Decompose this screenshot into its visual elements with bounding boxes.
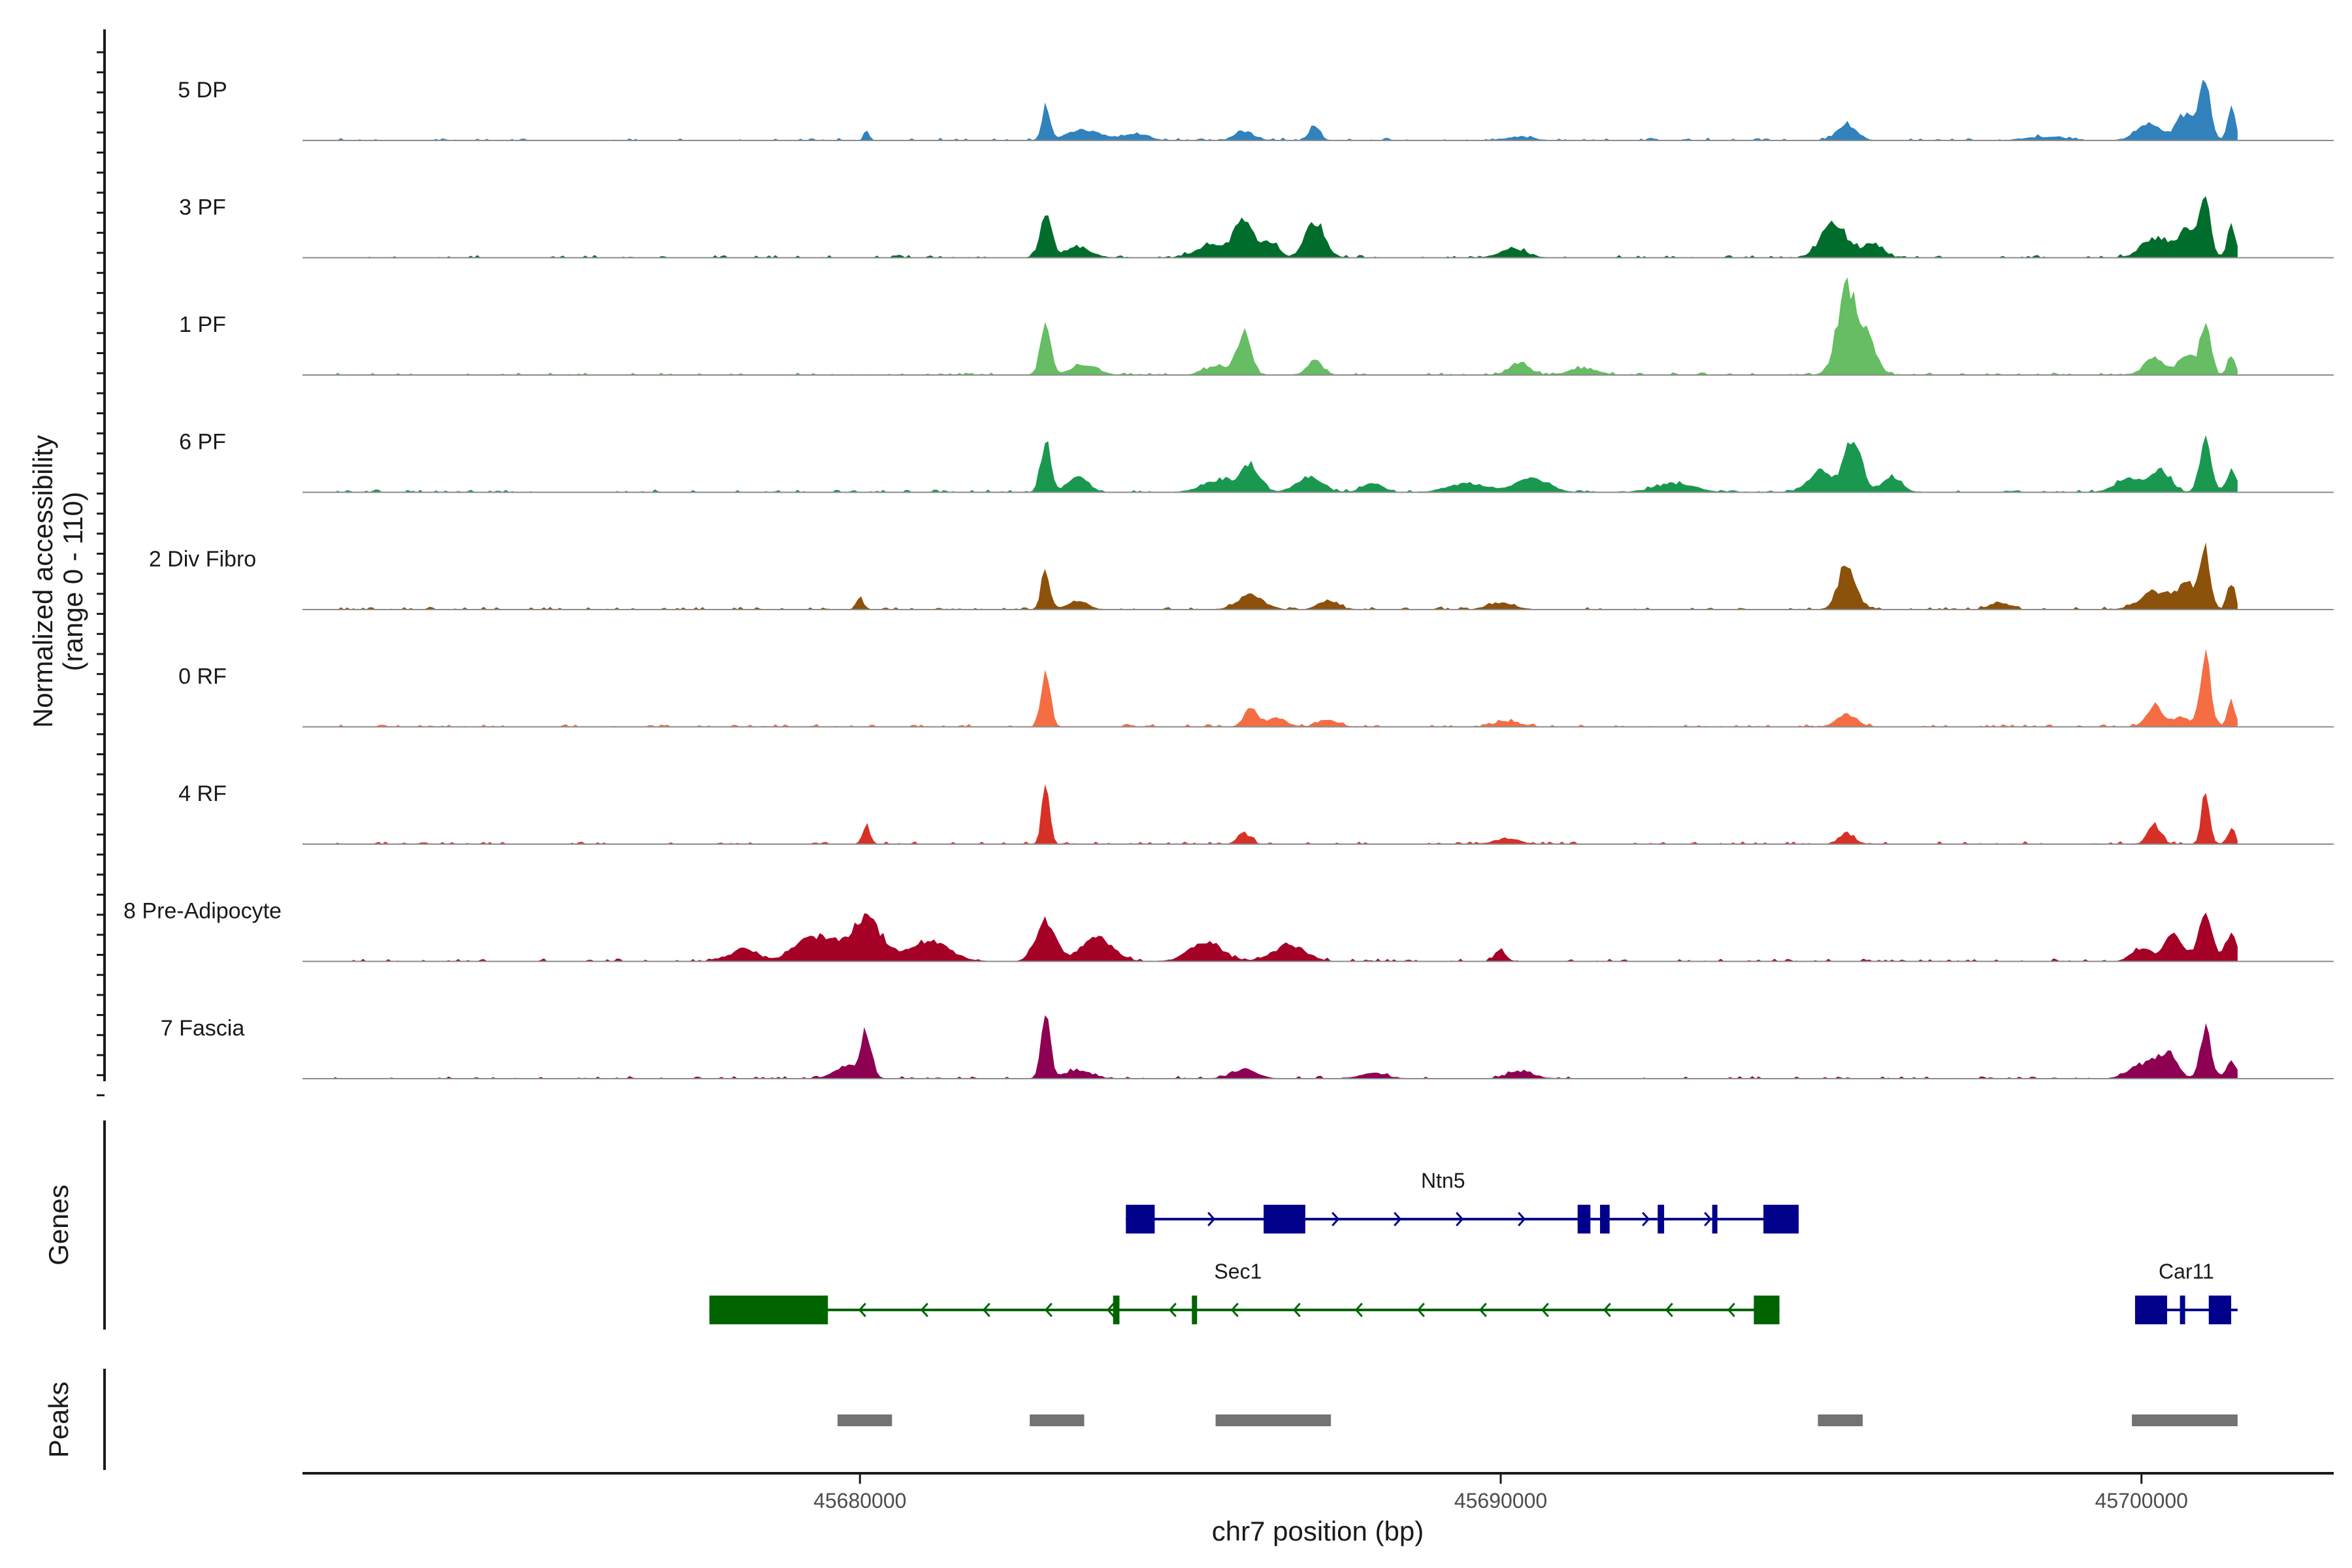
- coverage-area: [335, 277, 2238, 375]
- strand-arrow: [1665, 1302, 1673, 1318]
- track-label: 7 Fascia: [161, 1016, 245, 1041]
- strand-arrow: [1642, 1211, 1650, 1227]
- coverage-area: [335, 196, 2238, 258]
- track-8-pre-adipocyte: 8 Pre-Adipocyte: [123, 899, 2334, 962]
- gene-exon: [1192, 1296, 1198, 1324]
- strand-arrow: [1603, 1302, 1611, 1318]
- track-label: 5 DP: [178, 78, 227, 103]
- peak-regions: [837, 1414, 2238, 1426]
- gene-car11: Car11: [2134, 1260, 2238, 1324]
- coverage-area: [335, 784, 2238, 844]
- strand-arrow: [1230, 1302, 1239, 1318]
- strand-arrow: [1168, 1302, 1177, 1318]
- strand-arrow: [1106, 1302, 1115, 1318]
- coverage-area: [335, 649, 2238, 727]
- strand-arrow: [1727, 1302, 1735, 1318]
- gene-exon: [1754, 1296, 1780, 1324]
- strand-arrow: [1331, 1211, 1340, 1227]
- track-label: 2 Div Fibro: [149, 547, 256, 572]
- track-4-rf: 4 RF: [178, 781, 2334, 845]
- strand-arrow: [1292, 1302, 1301, 1318]
- strand-arrow: [920, 1302, 928, 1318]
- gene-exon: [1264, 1205, 1305, 1233]
- gene-exon: [1126, 1205, 1155, 1233]
- gene-models: Ntn5 Sec1 Car11: [709, 1169, 2238, 1324]
- x-tick-label: 45680000: [813, 1489, 906, 1512]
- track-label: 1 PF: [179, 312, 226, 337]
- coverage-area: [335, 912, 2238, 962]
- coverage-tracks: 5 DP 3 PF 1 PF 6 PF 2 Div Fibro 0 RF 4 RF 8 Pre…: [123, 78, 2334, 1079]
- gene-exon: [709, 1296, 828, 1324]
- track-label: 0 RF: [178, 664, 227, 689]
- track-label: 6 PF: [179, 430, 226, 455]
- x-tick-label: 45690000: [1454, 1489, 1547, 1512]
- gene-name-label: Sec1: [1214, 1260, 1262, 1283]
- strand-arrow: [858, 1302, 866, 1318]
- y-axis-title-line-2: (range 0 - 110): [57, 492, 88, 672]
- peak-region: [2132, 1414, 2238, 1426]
- peak-region: [1818, 1414, 1863, 1426]
- track-label: 3 PF: [179, 195, 226, 220]
- gene-exon: [2180, 1296, 2185, 1324]
- gene-exon: [1658, 1205, 1665, 1233]
- gene-exon: [1113, 1296, 1120, 1324]
- track-1-pf: 1 PF: [179, 277, 2334, 376]
- peak-region: [1030, 1414, 1085, 1426]
- y-axis-ticks: [97, 51, 105, 1096]
- y-axis-title-line-1: Normalized accessibility: [27, 435, 58, 728]
- gene-name-label: Ntn5: [1421, 1169, 1465, 1192]
- gene-sec1: Sec1: [709, 1260, 1780, 1324]
- track-7-fascia: 7 Fascia: [161, 1015, 2334, 1079]
- strand-arrow: [1044, 1302, 1053, 1318]
- gene-exon: [2134, 1296, 2168, 1324]
- track-label: 8 Pre-Adipocyte: [123, 899, 282, 924]
- strand-arrow: [1541, 1302, 1549, 1318]
- gene-name-label: Car11: [2159, 1260, 2214, 1283]
- track-0-rf: 0 RF: [178, 649, 2334, 728]
- track-5-dp: 5 DP: [178, 78, 2334, 141]
- track-label: 4 RF: [178, 781, 227, 806]
- strand-arrow: [1518, 1211, 1526, 1227]
- strand-arrow: [1416, 1302, 1425, 1318]
- strand-arrow: [1456, 1211, 1464, 1227]
- x-axis-title: chr7 position (bp): [1212, 1516, 1424, 1546]
- gene-exon: [2208, 1296, 2232, 1324]
- genes-panel-title: Genes: [43, 1184, 74, 1266]
- strand-arrow: [982, 1302, 990, 1318]
- strand-arrow: [1394, 1211, 1402, 1227]
- gene-ntn5: Ntn5: [1126, 1169, 1799, 1233]
- peak-region: [1215, 1414, 1331, 1426]
- coverage-area: [335, 435, 2238, 493]
- x-axis-ticks: 45680000 45690000 45700000: [813, 1473, 2188, 1512]
- gene-exon: [1763, 1205, 1799, 1233]
- gene-exon: [1600, 1205, 1610, 1233]
- track-3-pf: 3 PF: [179, 195, 2334, 259]
- x-tick-label: 45700000: [2095, 1489, 2188, 1512]
- gene-exon: [1712, 1205, 1718, 1233]
- peaks-panel-title: Peaks: [43, 1382, 74, 1458]
- coverage-area: [335, 542, 2238, 610]
- coverage-area: [335, 79, 2238, 140]
- coverage-area: [335, 1015, 2238, 1079]
- strand-arrow: [1207, 1211, 1216, 1227]
- strand-arrow: [1704, 1211, 1712, 1227]
- gene-exon: [1577, 1205, 1591, 1233]
- peak-region: [837, 1414, 892, 1426]
- track-2-div-fibro: 2 Div Fibro: [149, 542, 2334, 610]
- track-6-pf: 6 PF: [179, 430, 2334, 493]
- strand-arrow: [1354, 1302, 1363, 1318]
- strand-arrow: [1478, 1302, 1487, 1318]
